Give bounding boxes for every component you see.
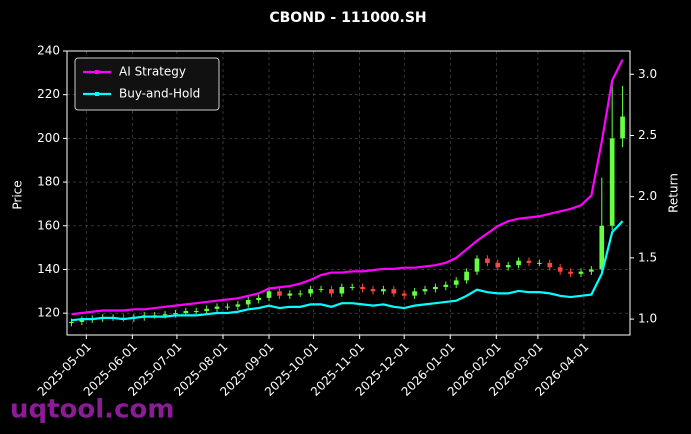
candle-body — [266, 291, 272, 298]
candle-body — [329, 289, 334, 294]
candle-body — [360, 286, 365, 290]
candle-body — [339, 286, 345, 294]
watermark: uqtool.com — [10, 395, 174, 425]
candle-body — [526, 260, 532, 263]
candle-body — [235, 304, 241, 307]
candle-body — [464, 271, 469, 281]
y-tick-label: 160 — [37, 218, 60, 232]
candle-body — [568, 271, 573, 274]
y2-tick-label: 2.0 — [638, 189, 657, 203]
legend-marker — [95, 92, 99, 96]
candle-body — [547, 262, 553, 268]
candle-body — [516, 260, 521, 266]
candle-body — [620, 116, 625, 139]
y-tick-label: 140 — [37, 262, 60, 276]
candle-body — [422, 289, 428, 292]
candle-body — [505, 265, 511, 268]
candle-body — [391, 289, 397, 294]
legend-marker — [95, 70, 99, 74]
candle-body — [589, 269, 594, 272]
candle-body — [485, 258, 490, 263]
candle-body — [318, 289, 324, 291]
y2-axis-label: Return — [667, 173, 681, 213]
candle-body — [474, 258, 480, 272]
candle-body — [599, 225, 605, 270]
legend-label: AI Strategy — [119, 65, 186, 79]
line-series — [71, 220, 624, 322]
candle-body — [453, 280, 459, 285]
y-tick-label: 120 — [37, 306, 60, 320]
candle-body — [173, 313, 178, 315]
candle-body — [162, 314, 168, 316]
candle-body — [443, 284, 449, 287]
candle-body — [204, 308, 209, 311]
legend-label: Buy-and-Hold — [119, 87, 200, 101]
candle-body — [193, 310, 199, 312]
candle-body — [287, 293, 293, 296]
candle-body — [308, 289, 313, 294]
candle-body — [557, 267, 563, 272]
candle-body — [256, 297, 261, 301]
candle-body — [69, 321, 74, 323]
y2-tick-label: 1.5 — [638, 250, 657, 264]
candle-body — [433, 286, 438, 290]
y2-tick-label: 2.5 — [638, 128, 657, 142]
plot-frame — [66, 50, 631, 336]
candle-body — [79, 319, 85, 322]
y-tick-label: 220 — [37, 87, 60, 101]
line-series — [71, 59, 624, 316]
candle-body — [381, 289, 386, 292]
candle-body — [245, 300, 251, 305]
candle-body — [349, 286, 355, 288]
y-tick-label: 180 — [37, 175, 60, 189]
y-tick-label: 200 — [37, 131, 60, 145]
candle-body — [183, 310, 189, 314]
candle-body — [297, 293, 303, 295]
y-tick-label: 240 — [37, 44, 60, 58]
candle-body — [401, 293, 407, 296]
chart-title: CBOND - 111000.SH — [269, 10, 426, 26]
y-axis-label: Price — [11, 180, 25, 209]
candle-body — [495, 262, 501, 268]
candle-body — [537, 262, 542, 264]
candle-body — [609, 138, 615, 226]
candle-body — [277, 291, 282, 296]
y2-tick-label: 1.0 — [638, 312, 657, 326]
y2-tick-label: 3.0 — [638, 67, 657, 81]
candle-body — [214, 306, 220, 309]
candle-body — [412, 291, 417, 296]
candle-body — [578, 271, 584, 274]
candle-body — [225, 306, 230, 308]
candle-body — [370, 289, 376, 292]
